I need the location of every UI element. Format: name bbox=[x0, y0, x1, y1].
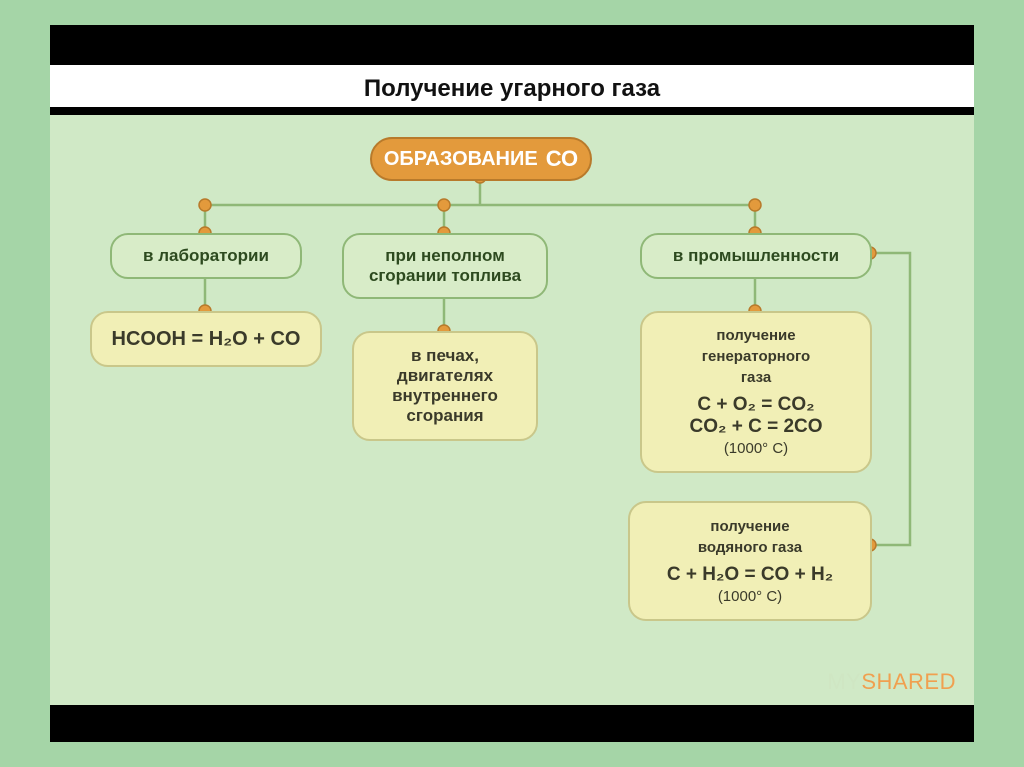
node-industry-gen: получение генераторного газа C + O₂ = CO… bbox=[640, 311, 872, 473]
brand-my: MY bbox=[827, 669, 861, 694]
gen-hdr-l2: генераторного bbox=[702, 348, 810, 365]
node-fuel-leaf: в печах, двигателях внутреннего сгорания bbox=[352, 331, 538, 441]
water-hdr-l2: водяного газа bbox=[698, 539, 802, 556]
fuel-leaf-l4: сгорания bbox=[406, 406, 483, 426]
fuel-leaf-l1: в печах, bbox=[411, 346, 479, 366]
node-root: ОБРАЗОВАНИЕ СО bbox=[370, 137, 592, 181]
fuel-leaf-l2: двигателях bbox=[397, 366, 493, 386]
diagram-panel: ОБРАЗОВАНИЕ СО в лаборатории HCOOH = H₂O… bbox=[50, 115, 974, 705]
fuel-leaf-l3: внутреннего bbox=[392, 386, 498, 406]
node-fuel-header: при неполном сгорании топлива bbox=[342, 233, 548, 299]
node-lab-leaf: HCOOH = H₂O + CO bbox=[90, 311, 322, 367]
node-industry-water: получение водяного газа C + H₂O = CO + H… bbox=[628, 501, 872, 621]
fuel-header-l1: при неполном bbox=[385, 246, 505, 266]
gen-hdr-l1: получение bbox=[716, 327, 795, 344]
root-label-b: СО bbox=[546, 146, 578, 172]
slide-frame: Получение угарного газа bbox=[50, 25, 974, 742]
node-lab-header: в лаборатории bbox=[110, 233, 302, 279]
lab-equation: HCOOH = H₂O + CO bbox=[112, 328, 301, 351]
lab-header-text: в лаборатории bbox=[143, 246, 269, 266]
root-label-a: ОБРАЗОВАНИЕ bbox=[384, 148, 538, 171]
gen-temp: (1000° C) bbox=[724, 440, 788, 457]
water-hdr-l1: получение bbox=[710, 518, 789, 535]
node-industry-header: в промышленности bbox=[640, 233, 872, 279]
watermark: MYSHARED bbox=[827, 669, 956, 695]
gen-eq1: C + O₂ = CO₂ bbox=[697, 394, 814, 416]
gen-hdr-l3: газа bbox=[741, 369, 771, 386]
water-temp: (1000° C) bbox=[718, 588, 782, 605]
fuel-header-l2: сгорании топлива bbox=[369, 266, 521, 286]
brand-shared: SHARED bbox=[861, 669, 956, 694]
water-eq1: C + H₂O = CO + H₂ bbox=[667, 564, 833, 586]
slide-title: Получение угарного газа bbox=[50, 65, 974, 107]
gen-eq2: CO₂ + C = 2CO bbox=[689, 416, 822, 438]
industry-header-text: в промышленности bbox=[673, 246, 839, 266]
